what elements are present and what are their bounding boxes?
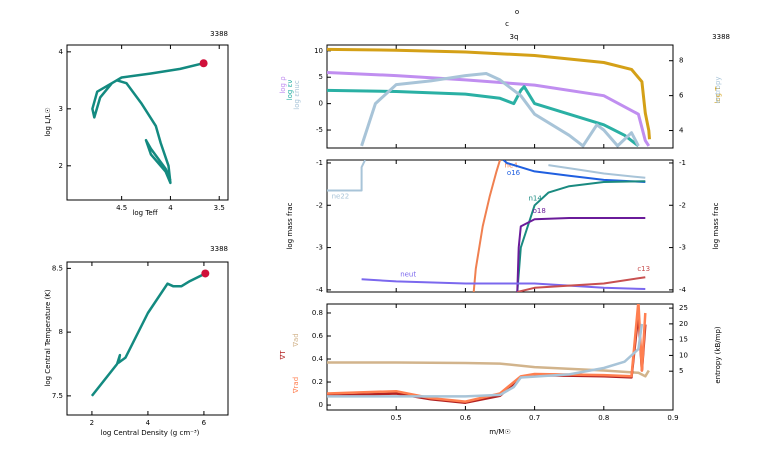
y-tick-label: 10 (314, 47, 323, 55)
current-point (201, 269, 210, 278)
series-line (516, 217, 646, 292)
axis-series-label: log εν (286, 80, 294, 101)
y-tick-label: -4 (316, 286, 324, 294)
y-tick-label: 0.6 (312, 332, 324, 340)
y2-tick-label: 20 (679, 320, 688, 328)
y-tick-label: -1 (316, 159, 323, 167)
series-line (472, 160, 501, 292)
axis-series-label: log ρ (279, 76, 287, 94)
y-tick-label: 0.4 (312, 355, 324, 363)
series-line (516, 180, 646, 292)
axes-frame (326, 44, 674, 149)
y2-axis-label: log mass frac (712, 202, 720, 249)
y2-tick-label: 4 (679, 127, 684, 135)
x-tick-label: 6 (202, 419, 207, 427)
series-line (91, 61, 204, 185)
y-tick-label: 0 (319, 100, 323, 108)
series-label: neut (400, 270, 416, 278)
y2-tick-label: 8 (679, 57, 683, 65)
y-tick-label: 5 (319, 73, 323, 81)
series-label: c13 (637, 265, 650, 273)
y-axis-label: log Central Temperature (K) (44, 289, 52, 386)
y-tick-label: 8 (59, 328, 63, 336)
series-line (502, 160, 646, 183)
y-tick-label: -5 (316, 126, 323, 134)
series-line (360, 72, 640, 148)
y-tick-label: 3 (59, 105, 63, 113)
series-line (517, 276, 646, 292)
series-line (327, 361, 650, 378)
series-line (327, 323, 644, 398)
x-tick-label: 0.5 (391, 414, 402, 422)
y2-tick-label: -2 (679, 201, 686, 209)
panel-title: 3388 (712, 33, 730, 41)
y-tick-label: 4 (59, 48, 64, 56)
x-tick-label: 4.5 (116, 204, 127, 212)
x-tick-label: 0.8 (598, 414, 609, 422)
series-label: o16 (507, 169, 521, 177)
x-tick-label: 4 (146, 419, 151, 427)
axis-series-label: ∇ad (292, 333, 300, 347)
y-tick-label: 0 (319, 401, 323, 409)
axis-series-label: ∇T (279, 350, 287, 361)
y-tick-label: 7.5 (52, 392, 63, 400)
y2-tick-label: -1 (679, 159, 686, 167)
series-line (327, 47, 651, 140)
y-tick-label: 0.2 (312, 378, 323, 386)
y2-tick-label: 25 (679, 304, 688, 312)
axis-series-label: log T (714, 86, 722, 104)
y-tick-label: -3 (316, 244, 323, 252)
axes-frame (66, 44, 229, 201)
axes-frame (66, 261, 229, 416)
y-tick-label: 2 (59, 162, 63, 170)
y-axis-label: log mass frac (286, 202, 294, 249)
series-label: ne22 (332, 192, 350, 200)
series-line (90, 272, 206, 397)
y2-tick-label: 15 (679, 336, 688, 344)
axis-series-label: ∇rad (292, 377, 300, 394)
y2-tick-label: -3 (679, 244, 686, 252)
series-line (327, 85, 640, 148)
x-tick-label: 3.5 (214, 204, 225, 212)
axis-series-label: log εnuc (293, 80, 301, 110)
x-tick-label: 0.6 (460, 414, 472, 422)
axis-series-label: entropy (714, 76, 722, 103)
panel-title: 3388 (210, 245, 228, 253)
y2-tick-label: 5 (679, 367, 683, 375)
x-axis-label: log Central Density (g cm⁻³) (101, 429, 200, 437)
series-line (327, 304, 647, 403)
x-tick-label: 4 (168, 204, 173, 212)
series-line (361, 278, 646, 290)
header-mark: c (505, 20, 509, 28)
y2-axis-label: entropy (kB/mp) (714, 326, 722, 384)
header-mark: o (515, 8, 519, 16)
x-axis-label: m/M☉ (489, 428, 511, 436)
series-label: he4 (505, 161, 519, 169)
x-axis-label: log Teff (132, 209, 157, 217)
y2-tick-label: 6 (679, 92, 684, 100)
y-axis-label: log L/L☉ (44, 107, 52, 136)
series-line (327, 160, 646, 192)
axes-frame (326, 303, 674, 411)
series-line (327, 71, 651, 147)
x-tick-label: 0.9 (667, 414, 678, 422)
header-mark: 3q (510, 33, 519, 41)
panel-title: 3388 (210, 30, 228, 38)
y2-tick-label: 10 (679, 351, 688, 359)
y-tick-label: -2 (316, 201, 323, 209)
current-point (199, 59, 208, 68)
x-tick-label: 2 (90, 419, 94, 427)
series-label: n14 (528, 195, 542, 203)
y-tick-label: 0.8 (312, 309, 323, 317)
series-label: o18 (533, 207, 546, 215)
x-tick-label: 0.7 (529, 414, 540, 422)
y2-tick-label: -4 (679, 286, 687, 294)
y-tick-label: 8.5 (52, 264, 63, 272)
series-line (327, 311, 647, 404)
